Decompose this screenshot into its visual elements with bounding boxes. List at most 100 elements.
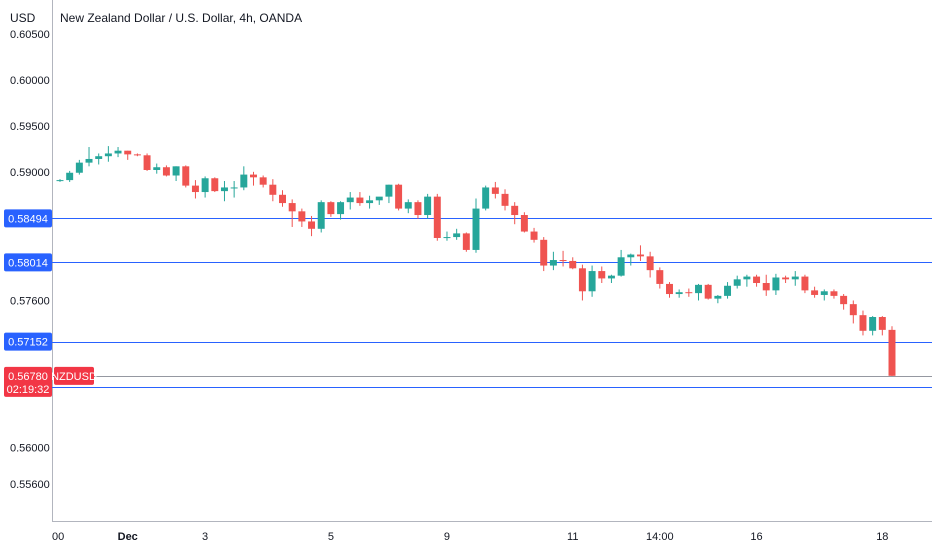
candle (636, 245, 644, 261)
candle (66, 170, 74, 182)
candle-body (753, 276, 761, 284)
candle (820, 289, 828, 301)
candle-body (453, 233, 461, 238)
candle (279, 190, 286, 207)
hline-tag-2[interactable] (4, 332, 52, 351)
candle-body (385, 184, 393, 197)
candle-body (211, 178, 219, 192)
countdown-label: 02:19:32 (7, 384, 50, 396)
candle-body (395, 184, 403, 209)
candle (424, 193, 432, 219)
candle (627, 253, 635, 266)
candle-body (75, 162, 83, 173)
candle (443, 231, 451, 241)
candle (530, 227, 538, 243)
candle (791, 271, 799, 286)
x-axis: 00 Dec 3 5 9 11 14:00 16 18 (52, 531, 888, 543)
candle-body (56, 180, 64, 182)
candle-body (346, 197, 354, 203)
candle-body (317, 202, 325, 229)
candle (269, 179, 277, 202)
x-tick-label: 18 (876, 531, 888, 543)
hline-tag-0[interactable] (4, 209, 52, 228)
candle (888, 326, 896, 376)
candle (811, 286, 819, 298)
candle (753, 274, 761, 287)
candle (869, 316, 877, 336)
candle-body (714, 295, 722, 299)
candle-body (95, 156, 103, 159)
candle-body (598, 271, 606, 279)
candle-body (840, 295, 848, 305)
candle-body (511, 205, 519, 216)
candle-body (201, 178, 209, 193)
candle (220, 181, 228, 202)
candle (462, 232, 470, 252)
candle (830, 289, 838, 299)
candle-body (472, 208, 480, 250)
candle-body (820, 291, 828, 295)
x-tick-label: 16 (750, 531, 762, 543)
candles (56, 146, 896, 376)
current-price-label: 0.56780 (8, 371, 48, 383)
candle (395, 183, 403, 211)
hline-tag-1[interactable] (4, 253, 52, 272)
candle-body (791, 276, 799, 280)
candle (124, 150, 132, 160)
candle-body (578, 268, 586, 292)
candle-body (569, 260, 577, 269)
candle-body (782, 277, 790, 280)
candle (250, 171, 257, 186)
candle-body (849, 304, 857, 316)
candle (733, 275, 741, 289)
candle-body (462, 233, 470, 250)
currency-label: USD (10, 11, 36, 25)
candle-body (666, 283, 673, 295)
candle (356, 192, 364, 206)
candle (337, 201, 345, 220)
candle (588, 265, 596, 297)
y-tick-label: 0.57600 (10, 295, 50, 307)
candle (240, 166, 248, 191)
candle (878, 316, 886, 336)
candle (482, 185, 490, 211)
candle-body (772, 277, 780, 291)
y-tick-label: 0.60500 (10, 29, 50, 41)
candle-body (520, 215, 528, 232)
candle-body (607, 275, 615, 279)
candle-body (588, 271, 596, 292)
candle-body (811, 290, 819, 295)
candle-body (230, 187, 238, 189)
candle-body (327, 202, 335, 215)
x-tick-label: 14:00 (646, 531, 674, 543)
candle (801, 274, 809, 294)
candle-body (162, 167, 170, 176)
candle-body (85, 158, 93, 163)
hline-tag-label: 0.57152 (8, 337, 48, 349)
candle (511, 202, 519, 225)
candle-body (482, 187, 490, 209)
candle-body (220, 187, 228, 192)
candle (782, 275, 790, 284)
candle (75, 159, 83, 175)
candle-body (627, 254, 635, 258)
candle-body (250, 174, 257, 178)
candle-body (636, 254, 644, 257)
candle (172, 166, 180, 182)
current-price-tag (4, 366, 52, 397)
candle (772, 273, 780, 295)
candle (259, 175, 267, 188)
candle (85, 147, 93, 167)
candle-body (414, 202, 422, 216)
candle-body (549, 260, 557, 266)
candle-body (830, 291, 838, 296)
candle (201, 176, 209, 198)
candle (646, 251, 654, 278)
hline-tag-label: 0.58014 (8, 257, 48, 269)
candle (491, 181, 499, 199)
y-tick-label: 0.59500 (10, 121, 50, 133)
candle (327, 201, 335, 217)
candle (617, 249, 625, 277)
candle-body (704, 284, 712, 299)
